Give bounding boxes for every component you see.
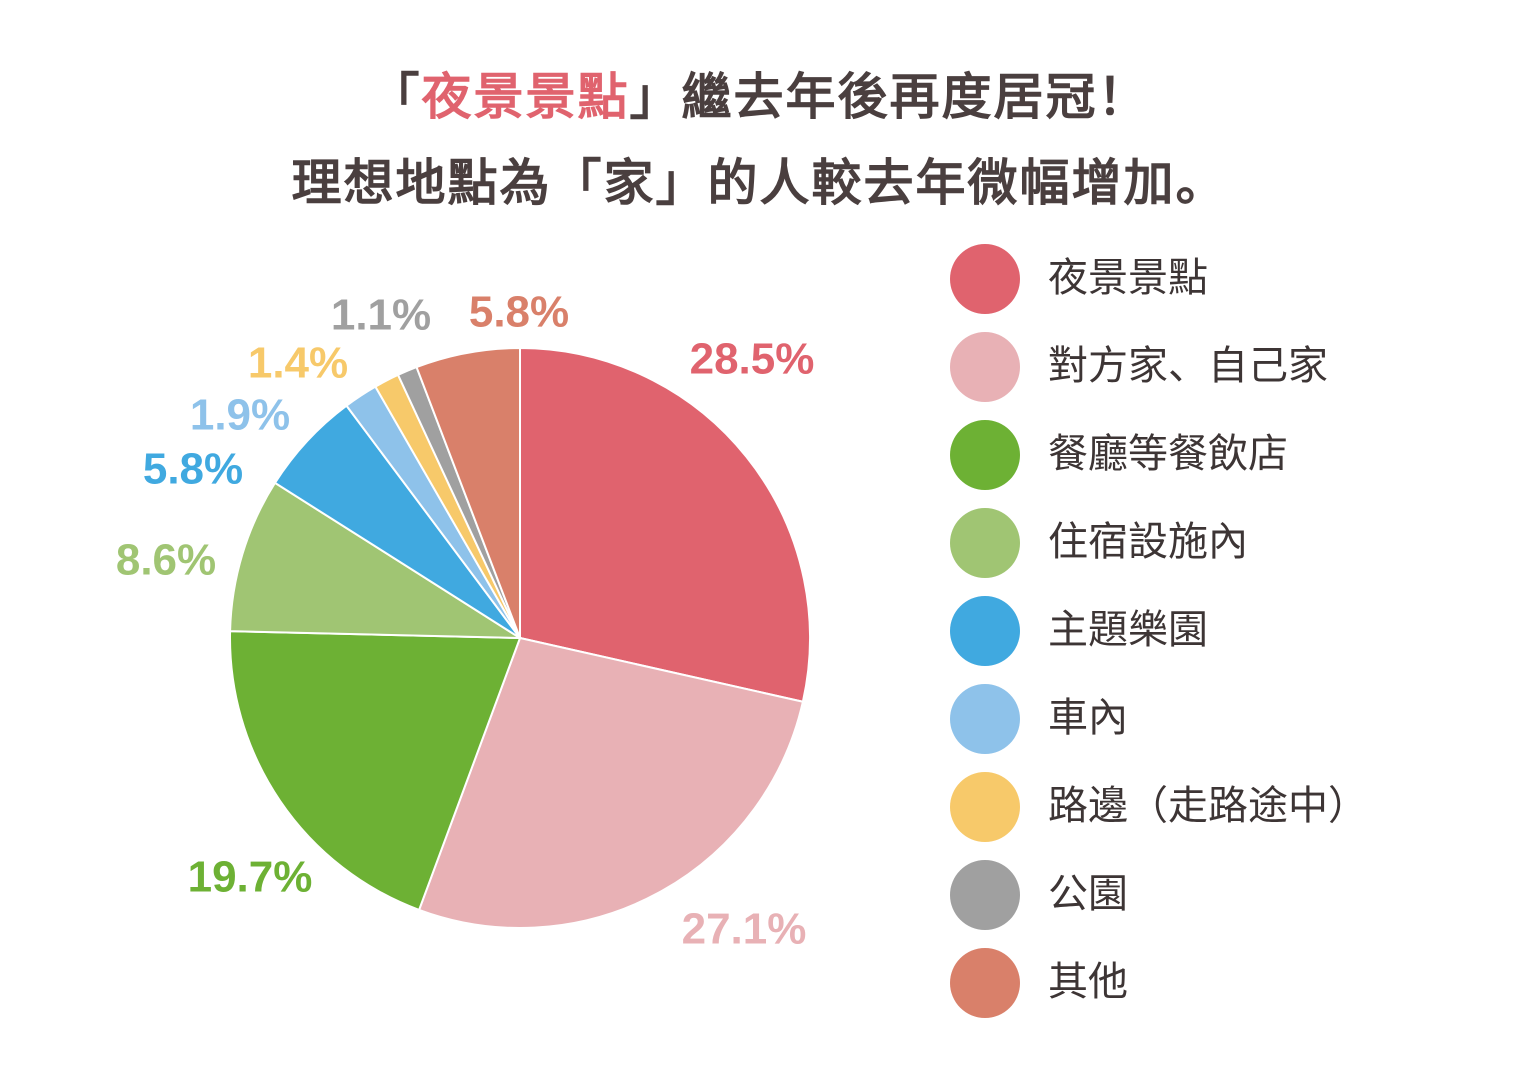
pie-slice-1 [519,346,811,703]
legend-label-5: 主題樂園 [1048,607,1208,653]
legend-label-1: 夜景景點 [1048,255,1208,301]
title-bracket-open: 「 [369,68,422,126]
legend-label-3: 餐廳等餐飲店 [1048,431,1288,477]
legend-label-2: 對方家、自己家 [1048,343,1328,389]
legend-swatch-9 [950,948,1020,1018]
title-highlight: 夜景景點 [421,68,630,126]
legend-swatch-7 [950,772,1020,842]
legend-swatch-1 [950,244,1020,314]
legend-label-8: 公園 [1048,871,1128,917]
slice-value-label-6: 1.9% [190,391,290,440]
slice-value-label-2: 27.1% [682,905,807,954]
slice-value-label-4: 8.6% [116,536,216,585]
pie-slice-3 [229,630,522,912]
title-line-1-rest: 」繼去年後再度居冠！ [629,68,1150,126]
pie-slice-4 [229,481,524,640]
slice-value-label-3: 19.7% [188,853,313,902]
legend-swatch-3 [950,420,1020,490]
pie-value-labels: 28.5% 27.1% 19.7% 8.6% 5.8% 1.9%1.4%1.1% 5.8% [116,288,815,954]
pie-slice-2 [417,636,805,929]
legend-label-9: 其他 [1048,959,1128,1005]
slice-value-label-5: 5.8% [143,445,243,494]
legend-label-4: 住宿設施內 [1048,519,1248,565]
legend-swatch-6 [950,684,1020,754]
legend-swatch-5 [950,596,1020,666]
legend-label-6: 車內 [1048,695,1128,741]
legend-label-7: 路邊（走路途中） [1048,783,1368,829]
legend-swatch-4 [950,508,1020,578]
legend-swatch-8 [950,860,1020,930]
pie-slices [229,346,811,929]
slice-value-label-1: 28.5% [690,335,815,384]
legend-swatch-2 [950,332,1020,402]
slice-value-label-8: 1.1% [331,291,431,340]
chart-title-line-1: 「夜景景點」繼去年後再度居冠！ [0,72,1519,122]
slice-value-label-7: 1.4% [248,339,348,388]
pie-slice-9 [415,346,521,639]
chart-title-line-2: 理想地點為「家」的人較去年微幅增加。 [291,154,1228,212]
slice-value-label-9: 5.8% [469,288,569,337]
